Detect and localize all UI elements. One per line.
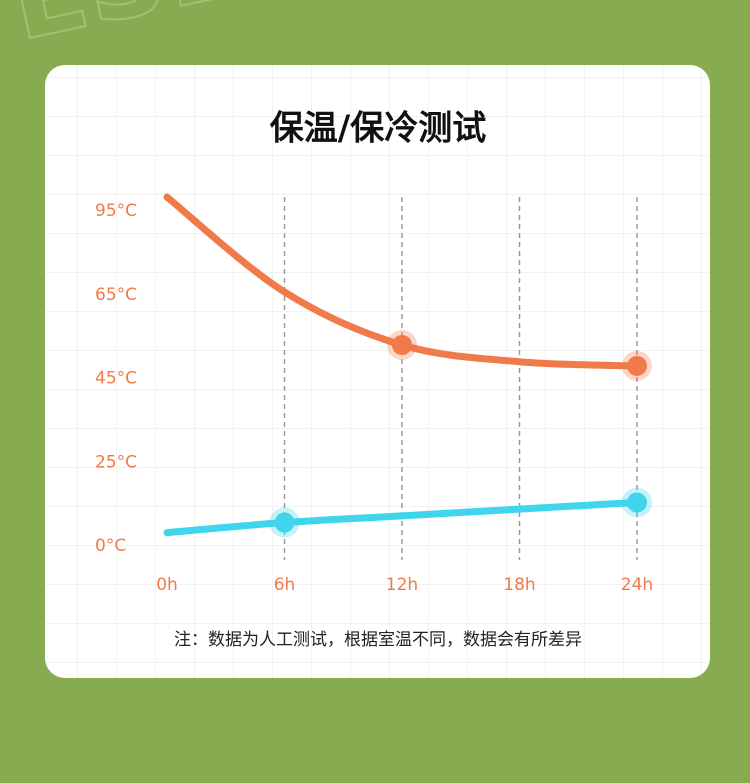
x-tick-label: 0h xyxy=(156,575,178,595)
x-tick-label: 12h xyxy=(386,575,418,595)
series-line xyxy=(163,498,641,537)
y-tick-label: 25°C xyxy=(95,452,137,472)
x-tick-label: 24h xyxy=(621,575,653,595)
y-tick-label: 45°C xyxy=(95,369,137,389)
y-tick-label: 0°C xyxy=(95,536,126,556)
x-tick-label: 18h xyxy=(503,575,535,595)
y-tick-label: 65°C xyxy=(95,285,137,305)
marker xyxy=(274,512,295,533)
chart-title: 保温/保冷测试 xyxy=(270,109,486,149)
marker xyxy=(627,355,647,376)
y-tick-label: 95°C xyxy=(95,201,137,221)
marker xyxy=(627,492,647,513)
x-tick-label: 6h xyxy=(274,575,296,595)
marker xyxy=(392,335,412,355)
note: 注：数据为人工测试，根据室温不同，数据会有所差异 xyxy=(174,630,582,650)
card-grid xyxy=(45,65,710,678)
